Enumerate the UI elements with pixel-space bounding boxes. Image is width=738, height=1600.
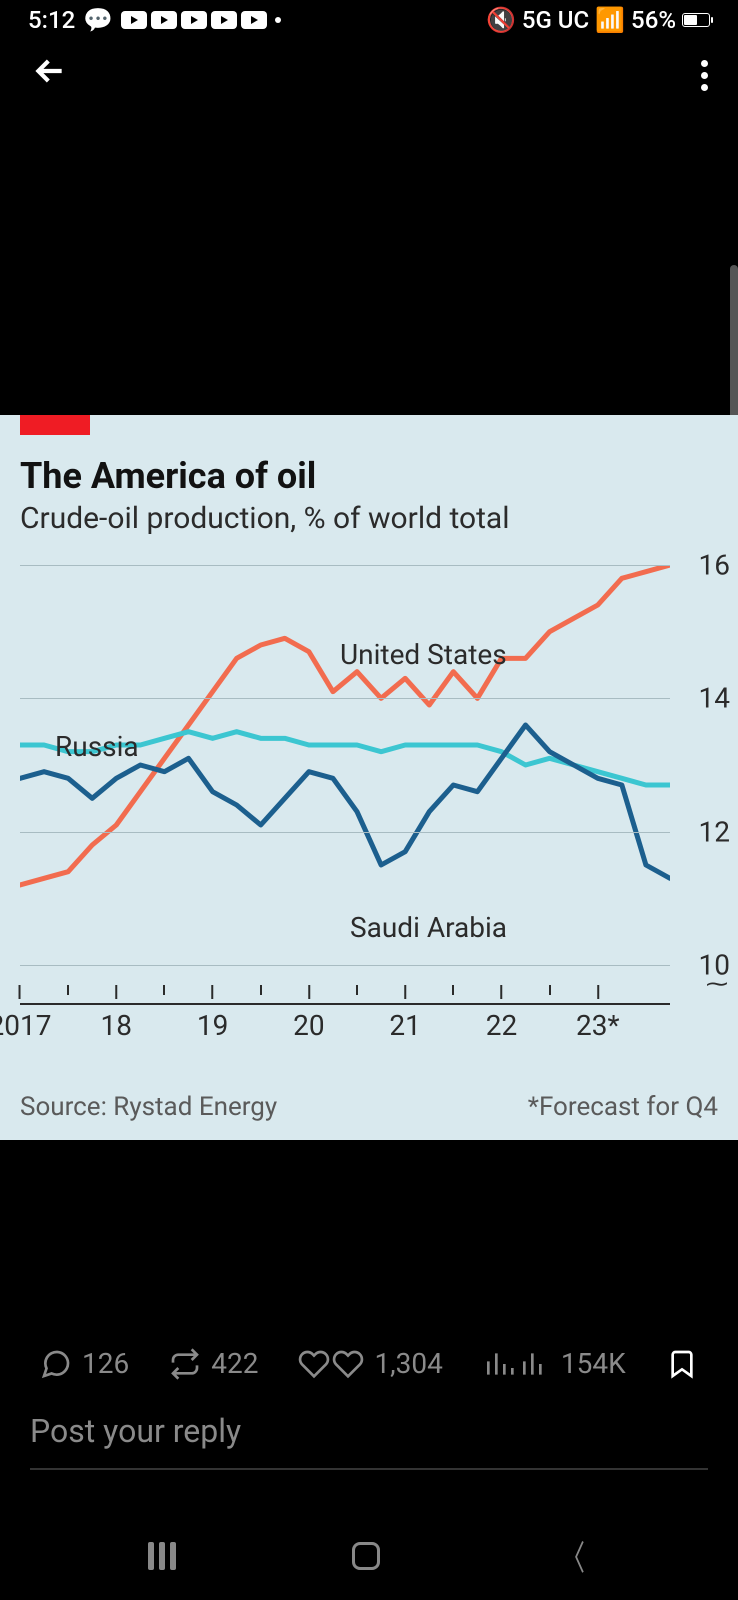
y-axis-label: 12 <box>699 815 730 848</box>
chart-subtitle: Crude-oil production, % of world total <box>20 501 510 536</box>
x-axis-minor-tick <box>163 985 165 995</box>
plot-area: ⁓ 101214162017181920212223*United States… <box>20 565 670 995</box>
grid-line <box>20 565 670 566</box>
grid-line <box>20 832 670 833</box>
repost-icon <box>169 1348 201 1380</box>
x-axis-minor-tick <box>260 985 262 995</box>
signal-icon: 📶 <box>595 6 625 34</box>
repost-button[interactable]: 422 <box>169 1347 258 1380</box>
series-line-united-states <box>20 565 670 885</box>
status-bar: 5:12 💬 🔇 5G UC 📶 56% <box>0 0 738 40</box>
chart-title: The America of oil <box>20 455 316 497</box>
chart-footnote: *Forecast for Q4 <box>528 1092 718 1122</box>
x-axis-tick: 20 <box>293 985 324 1042</box>
x-axis-minor-tick <box>356 985 358 995</box>
series-label: United States <box>340 638 507 671</box>
battery-pct: 56% <box>631 6 676 34</box>
youtube-icon <box>211 11 237 29</box>
like-count: 1,304 <box>374 1347 442 1380</box>
like-button[interactable]: 1,304 <box>298 1347 442 1380</box>
system-back-button[interactable]: 〈 <box>561 1531 585 1580</box>
heart-icon <box>332 1348 364 1380</box>
home-button[interactable] <box>352 1542 380 1570</box>
bookmark-icon <box>666 1348 698 1380</box>
repost-count: 422 <box>211 1347 258 1380</box>
battery-icon <box>682 13 710 27</box>
back-button[interactable] <box>30 51 70 100</box>
y-axis-label: 14 <box>699 682 730 715</box>
series-label: Saudi Arabia <box>350 911 507 944</box>
analytics-icon <box>519 1348 551 1380</box>
view-count: 154K <box>561 1347 626 1380</box>
x-axis-tick: 21 <box>389 985 420 1042</box>
system-nav-bar: 〈 <box>0 1531 738 1580</box>
x-axis-minor-tick <box>452 985 454 995</box>
chart-card: The America of oil Crude-oil production,… <box>0 415 738 1140</box>
more-notifications-dot <box>275 17 281 23</box>
network-label: 5G UC <box>522 6 589 34</box>
mute-icon: 🔇 <box>486 6 516 34</box>
y-axis-label: 10 <box>699 949 730 982</box>
reply-placeholder: Post your reply <box>30 1412 241 1450</box>
more-options-button[interactable] <box>701 60 708 91</box>
x-axis-tick: 22 <box>486 985 517 1042</box>
y-axis-label: 16 <box>699 549 730 582</box>
status-time: 5:12 <box>28 6 75 34</box>
engagement-bar: 126 422 1,304 154K <box>0 1347 738 1380</box>
youtube-icon <box>241 11 267 29</box>
x-axis-minor-tick <box>549 985 551 995</box>
accent-tab <box>20 415 90 435</box>
chart-lines <box>20 565 670 995</box>
analytics-icon <box>483 1348 515 1380</box>
youtube-icon <box>151 11 177 29</box>
chat-icon: 💬 <box>83 6 113 34</box>
x-axis-tick: 23* <box>576 985 620 1042</box>
reply-icon <box>40 1348 72 1380</box>
x-axis-tick: 18 <box>101 985 132 1042</box>
x-axis-tick: 2017 <box>0 985 51 1042</box>
views-button[interactable]: 154K <box>483 1347 626 1380</box>
reply-count: 126 <box>82 1347 129 1380</box>
chart-source: Source: Rystad Energy <box>20 1092 277 1122</box>
x-axis-tick: 19 <box>197 985 228 1042</box>
series-label: Russia <box>55 730 139 763</box>
top-nav <box>0 40 738 110</box>
grid-line <box>20 965 670 966</box>
recent-apps-button[interactable] <box>148 1542 176 1570</box>
bookmark-button[interactable] <box>666 1348 698 1380</box>
grid-line <box>20 698 670 699</box>
youtube-icon <box>181 11 207 29</box>
youtube-icon <box>121 11 147 29</box>
x-axis-minor-tick <box>67 985 69 995</box>
reply-input[interactable]: Post your reply <box>30 1412 708 1470</box>
reply-button[interactable]: 126 <box>40 1347 129 1380</box>
notification-icons <box>121 11 267 29</box>
heart-icon <box>298 1348 330 1380</box>
